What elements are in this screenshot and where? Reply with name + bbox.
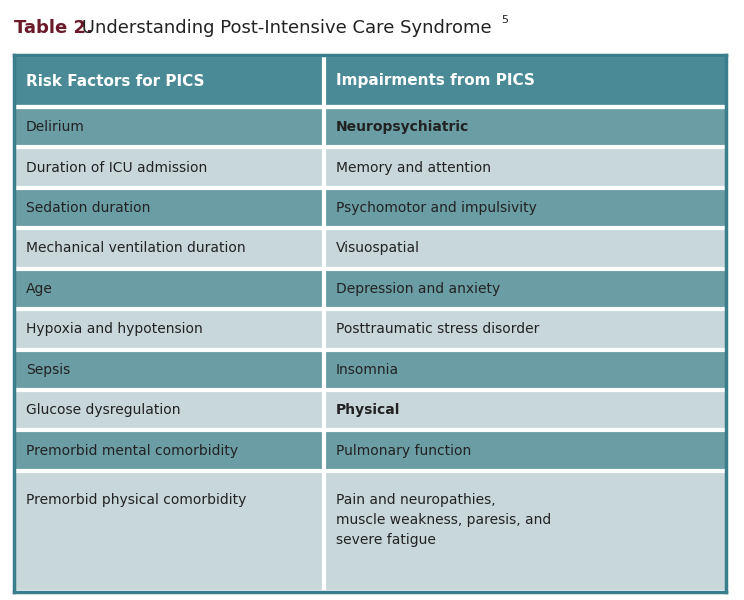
Polygon shape [14,349,726,390]
Text: Table 2.: Table 2. [14,19,93,37]
Text: Posttraumatic stress disorder: Posttraumatic stress disorder [336,322,539,336]
Polygon shape [14,107,726,148]
Text: Impairments from PICS: Impairments from PICS [336,73,535,88]
Polygon shape [14,55,726,107]
Text: Neuropsychiatric: Neuropsychiatric [336,120,469,134]
Text: Physical: Physical [336,403,400,417]
Text: Sepsis: Sepsis [26,363,70,377]
Text: Premorbid mental comorbidity: Premorbid mental comorbidity [26,443,238,458]
Polygon shape [14,228,726,269]
Polygon shape [14,309,726,349]
Text: Visuospatial: Visuospatial [336,241,420,256]
Text: Age: Age [26,282,53,296]
Text: Glucose dysregulation: Glucose dysregulation [26,403,181,417]
Text: Memory and attention: Memory and attention [336,161,491,175]
Polygon shape [14,471,726,592]
Polygon shape [14,390,726,430]
Text: Premorbid physical comorbidity: Premorbid physical comorbidity [26,493,246,506]
Text: Hypoxia and hypotension: Hypoxia and hypotension [26,322,203,336]
Text: Depression and anxiety: Depression and anxiety [336,282,500,296]
Text: Understanding Post-Intensive Care Syndrome: Understanding Post-Intensive Care Syndro… [76,19,492,37]
Text: Mechanical ventilation duration: Mechanical ventilation duration [26,241,246,256]
Polygon shape [14,269,726,309]
Text: Psychomotor and impulsivity: Psychomotor and impulsivity [336,201,536,215]
Text: Pain and neuropathies,
muscle weakness, paresis, and
severe fatigue: Pain and neuropathies, muscle weakness, … [336,493,551,547]
Polygon shape [14,430,726,471]
Text: Sedation duration: Sedation duration [26,201,150,215]
Text: Insomnia: Insomnia [336,363,399,377]
Polygon shape [14,148,726,188]
Text: 5: 5 [501,15,508,25]
Text: Delirium: Delirium [26,120,85,134]
Text: Duration of ICU admission: Duration of ICU admission [26,161,208,175]
Text: Pulmonary function: Pulmonary function [336,443,471,458]
Text: Risk Factors for PICS: Risk Factors for PICS [26,73,205,88]
Polygon shape [14,188,726,228]
